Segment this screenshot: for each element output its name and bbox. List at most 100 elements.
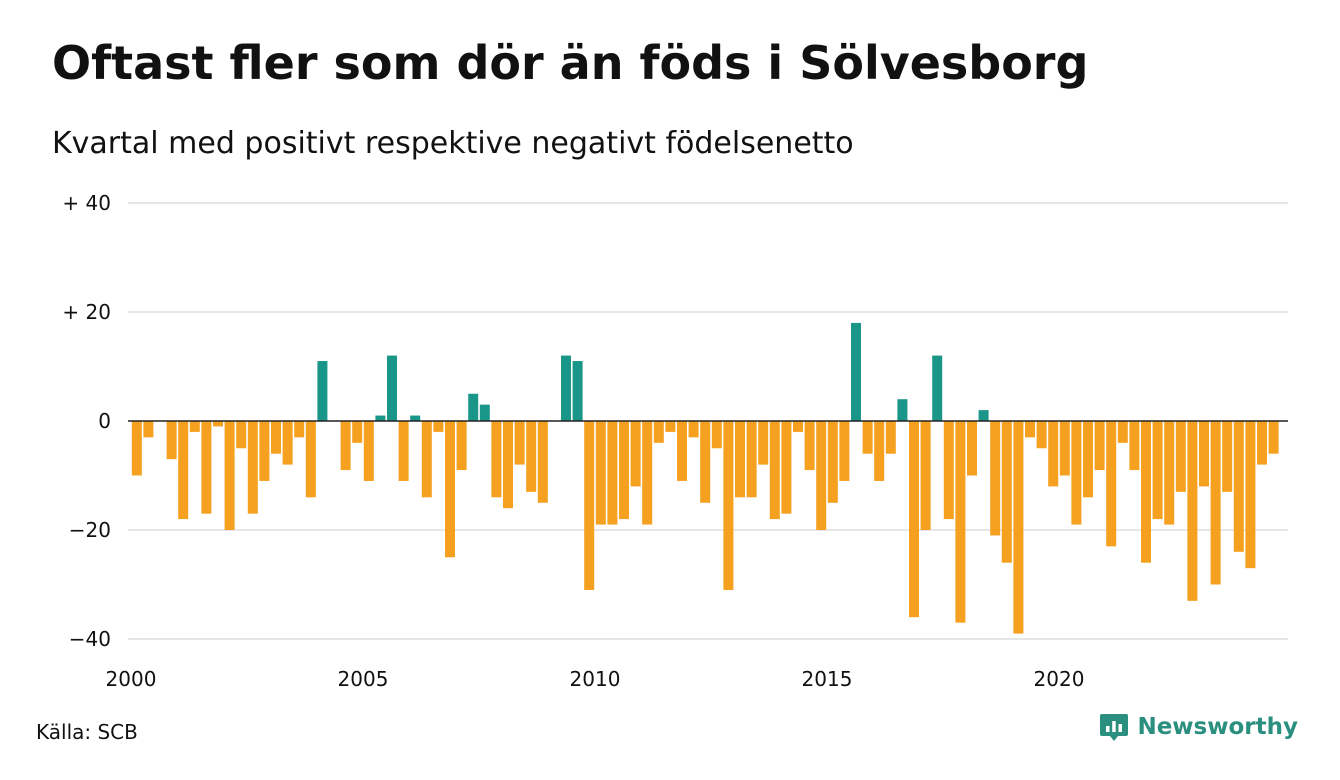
x-tick-label: 2000 [106, 667, 157, 691]
bar [642, 421, 653, 525]
bar [920, 421, 931, 530]
bar [526, 421, 537, 492]
bar [294, 421, 305, 438]
bar [503, 421, 513, 509]
gridlines [128, 202, 1288, 640]
bar [572, 361, 583, 421]
bar [166, 421, 177, 460]
bar [816, 421, 827, 530]
bar [1129, 421, 1140, 471]
y-tick-label: −20 [69, 518, 111, 542]
bar [421, 421, 432, 498]
x-tick-label: 2005 [338, 667, 389, 691]
bar [305, 421, 316, 498]
bar [1233, 421, 1244, 552]
bar [885, 421, 896, 454]
bar [932, 355, 943, 421]
x-tick-label: 2010 [570, 667, 621, 691]
bar [839, 421, 850, 481]
bar [213, 421, 223, 427]
bar [967, 421, 977, 476]
y-tick-label: 0 [98, 409, 111, 433]
bar [990, 421, 1001, 536]
bar [607, 421, 618, 525]
bar [758, 421, 769, 465]
bar [1059, 421, 1070, 476]
bar [595, 421, 606, 525]
y-tick-label: + 40 [62, 191, 111, 215]
bar [1141, 421, 1151, 563]
bar [398, 421, 409, 481]
bar [131, 421, 142, 476]
y-axis-ticks: + 40 + 20 0 −20 −40 [62, 191, 111, 651]
bar [387, 355, 397, 421]
bar [375, 415, 386, 421]
bar [1257, 421, 1267, 465]
bar [1222, 421, 1233, 492]
bar [897, 399, 908, 421]
bar [537, 421, 548, 503]
bar [1210, 421, 1221, 585]
bar [1199, 421, 1209, 487]
bar [688, 421, 699, 438]
bar [433, 421, 444, 432]
bar [619, 421, 629, 520]
bar [827, 421, 838, 503]
bar [804, 421, 815, 471]
bar [317, 361, 328, 421]
source-note: Källa: SCB [36, 720, 138, 744]
bar [271, 421, 281, 454]
bar [1001, 421, 1012, 563]
chart-subtitle: Kvartal med positivt respektive negativt… [52, 126, 854, 161]
bar [224, 421, 235, 530]
bar [236, 421, 247, 449]
bar [259, 421, 270, 481]
bar [282, 421, 293, 465]
bar [1117, 421, 1128, 443]
bar [653, 421, 664, 443]
bar [247, 421, 258, 514]
bars [131, 322, 1279, 634]
bar [445, 421, 455, 558]
bar [561, 355, 571, 421]
bar [1106, 421, 1117, 547]
brand-name: Newsworthy [1137, 714, 1298, 740]
bar [978, 410, 989, 421]
bar [1013, 421, 1024, 634]
bar [1048, 421, 1059, 487]
bar [201, 421, 212, 514]
bar [1268, 421, 1279, 454]
bar [143, 421, 154, 438]
y-tick-label: −40 [69, 627, 111, 651]
bar [723, 421, 734, 590]
bar [1175, 421, 1186, 492]
x-tick-label: 2020 [1034, 667, 1085, 691]
bar [711, 421, 722, 449]
bar [514, 421, 525, 465]
bar [677, 421, 687, 481]
bar [781, 421, 792, 514]
bar [943, 421, 954, 520]
y-tick-label: + 20 [62, 300, 111, 324]
bar [793, 421, 803, 432]
bar [491, 421, 502, 498]
bar [862, 421, 873, 454]
bar [1071, 421, 1082, 525]
bar [874, 421, 885, 481]
bar [1036, 421, 1047, 449]
bar [340, 421, 351, 471]
bar [630, 421, 641, 487]
bar [1094, 421, 1105, 471]
bar [1187, 421, 1198, 601]
bar [584, 421, 595, 590]
bar [746, 421, 757, 498]
bar [1245, 421, 1256, 569]
chart-title: Oftast fler som dör än föds i Sölvesborg [52, 36, 1089, 90]
x-axis-ticks: 2000 2005 2010 2015 2020 [106, 667, 1085, 691]
bar [456, 421, 467, 471]
bar [909, 421, 919, 618]
bar [735, 421, 745, 498]
bar [178, 421, 189, 520]
newsworthy-logo-icon [1100, 714, 1129, 741]
